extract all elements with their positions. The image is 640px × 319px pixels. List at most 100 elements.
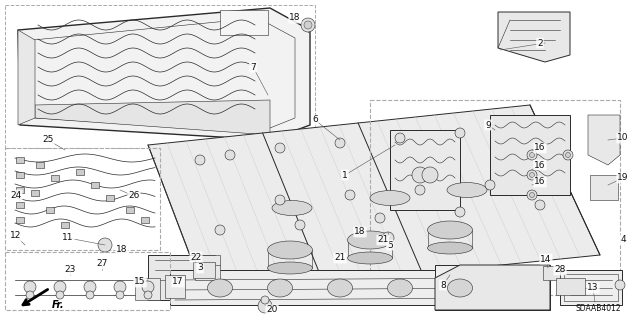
Circle shape — [415, 185, 425, 195]
Bar — [16, 157, 24, 163]
Circle shape — [535, 200, 545, 210]
Ellipse shape — [328, 279, 353, 297]
Circle shape — [529, 173, 534, 177]
Bar — [51, 175, 59, 181]
Text: 10: 10 — [617, 133, 628, 143]
Text: 16: 16 — [534, 177, 546, 187]
Text: 15: 15 — [134, 278, 146, 286]
Ellipse shape — [272, 201, 312, 216]
Circle shape — [455, 207, 465, 217]
Bar — [61, 222, 69, 228]
Bar — [490, 115, 570, 195]
Circle shape — [395, 133, 405, 143]
Circle shape — [54, 281, 66, 293]
Bar — [148, 255, 215, 300]
Bar — [5, 5, 315, 148]
Circle shape — [116, 291, 124, 299]
Circle shape — [529, 152, 534, 158]
Bar — [31, 190, 39, 196]
Text: 18: 18 — [116, 246, 128, 255]
Bar — [16, 202, 24, 208]
Text: 19: 19 — [617, 174, 628, 182]
Ellipse shape — [428, 221, 472, 239]
Circle shape — [563, 150, 573, 160]
Polygon shape — [18, 8, 310, 140]
Text: 14: 14 — [540, 255, 552, 263]
Text: 13: 13 — [588, 284, 599, 293]
Text: 6: 6 — [312, 115, 318, 124]
Bar — [564, 274, 618, 301]
Ellipse shape — [348, 231, 392, 249]
Ellipse shape — [370, 190, 410, 205]
Polygon shape — [435, 265, 550, 310]
Bar — [126, 207, 134, 213]
Text: 16: 16 — [534, 160, 546, 169]
Circle shape — [375, 213, 385, 223]
Ellipse shape — [428, 242, 472, 254]
Text: 2: 2 — [537, 39, 543, 48]
Text: 22: 22 — [190, 253, 202, 262]
Text: 4: 4 — [620, 235, 626, 244]
Bar — [165, 275, 185, 298]
Circle shape — [144, 291, 152, 299]
Text: SDAAB4012: SDAAB4012 — [575, 304, 621, 313]
Text: 17: 17 — [172, 278, 184, 286]
Circle shape — [24, 281, 36, 293]
Bar — [91, 182, 99, 188]
Polygon shape — [588, 115, 620, 165]
Circle shape — [142, 281, 154, 293]
Bar — [590, 175, 618, 200]
Circle shape — [412, 167, 428, 183]
Ellipse shape — [268, 279, 292, 297]
Bar — [370, 100, 620, 295]
Text: 7: 7 — [250, 63, 256, 71]
Bar — [390, 130, 460, 210]
Bar — [16, 217, 24, 223]
Circle shape — [304, 21, 312, 29]
Circle shape — [527, 150, 537, 160]
Ellipse shape — [447, 182, 487, 197]
Circle shape — [455, 128, 465, 138]
Circle shape — [275, 195, 285, 205]
Bar — [5, 252, 170, 310]
Text: 3: 3 — [197, 263, 203, 272]
Text: 8: 8 — [440, 280, 446, 290]
Circle shape — [225, 150, 235, 160]
Text: 24: 24 — [10, 190, 22, 199]
Polygon shape — [35, 100, 270, 135]
Bar — [560, 270, 622, 305]
Circle shape — [56, 291, 64, 299]
Ellipse shape — [387, 279, 413, 297]
Circle shape — [195, 155, 205, 165]
Text: 28: 28 — [554, 265, 566, 275]
Text: 26: 26 — [128, 191, 140, 201]
Bar — [106, 195, 114, 201]
Circle shape — [301, 18, 315, 32]
Circle shape — [261, 296, 269, 304]
Circle shape — [527, 170, 537, 180]
Bar — [16, 187, 24, 193]
Bar — [141, 217, 149, 223]
Circle shape — [26, 291, 34, 299]
Circle shape — [345, 190, 355, 200]
Bar — [5, 148, 160, 250]
Polygon shape — [18, 30, 35, 125]
Text: 18: 18 — [289, 13, 301, 23]
Text: 16: 16 — [534, 144, 546, 152]
Circle shape — [566, 152, 570, 158]
Text: 27: 27 — [96, 259, 108, 269]
Bar — [135, 278, 160, 300]
Ellipse shape — [348, 252, 392, 264]
Circle shape — [114, 281, 126, 293]
Text: Fr.: Fr. — [52, 300, 65, 310]
Circle shape — [86, 291, 94, 299]
Text: 21: 21 — [334, 254, 346, 263]
Circle shape — [422, 167, 438, 183]
Text: 18: 18 — [355, 227, 365, 236]
Circle shape — [335, 138, 345, 148]
Polygon shape — [498, 12, 570, 62]
Circle shape — [275, 143, 285, 153]
Circle shape — [295, 220, 305, 230]
Text: 20: 20 — [266, 306, 278, 315]
Bar — [220, 10, 268, 35]
